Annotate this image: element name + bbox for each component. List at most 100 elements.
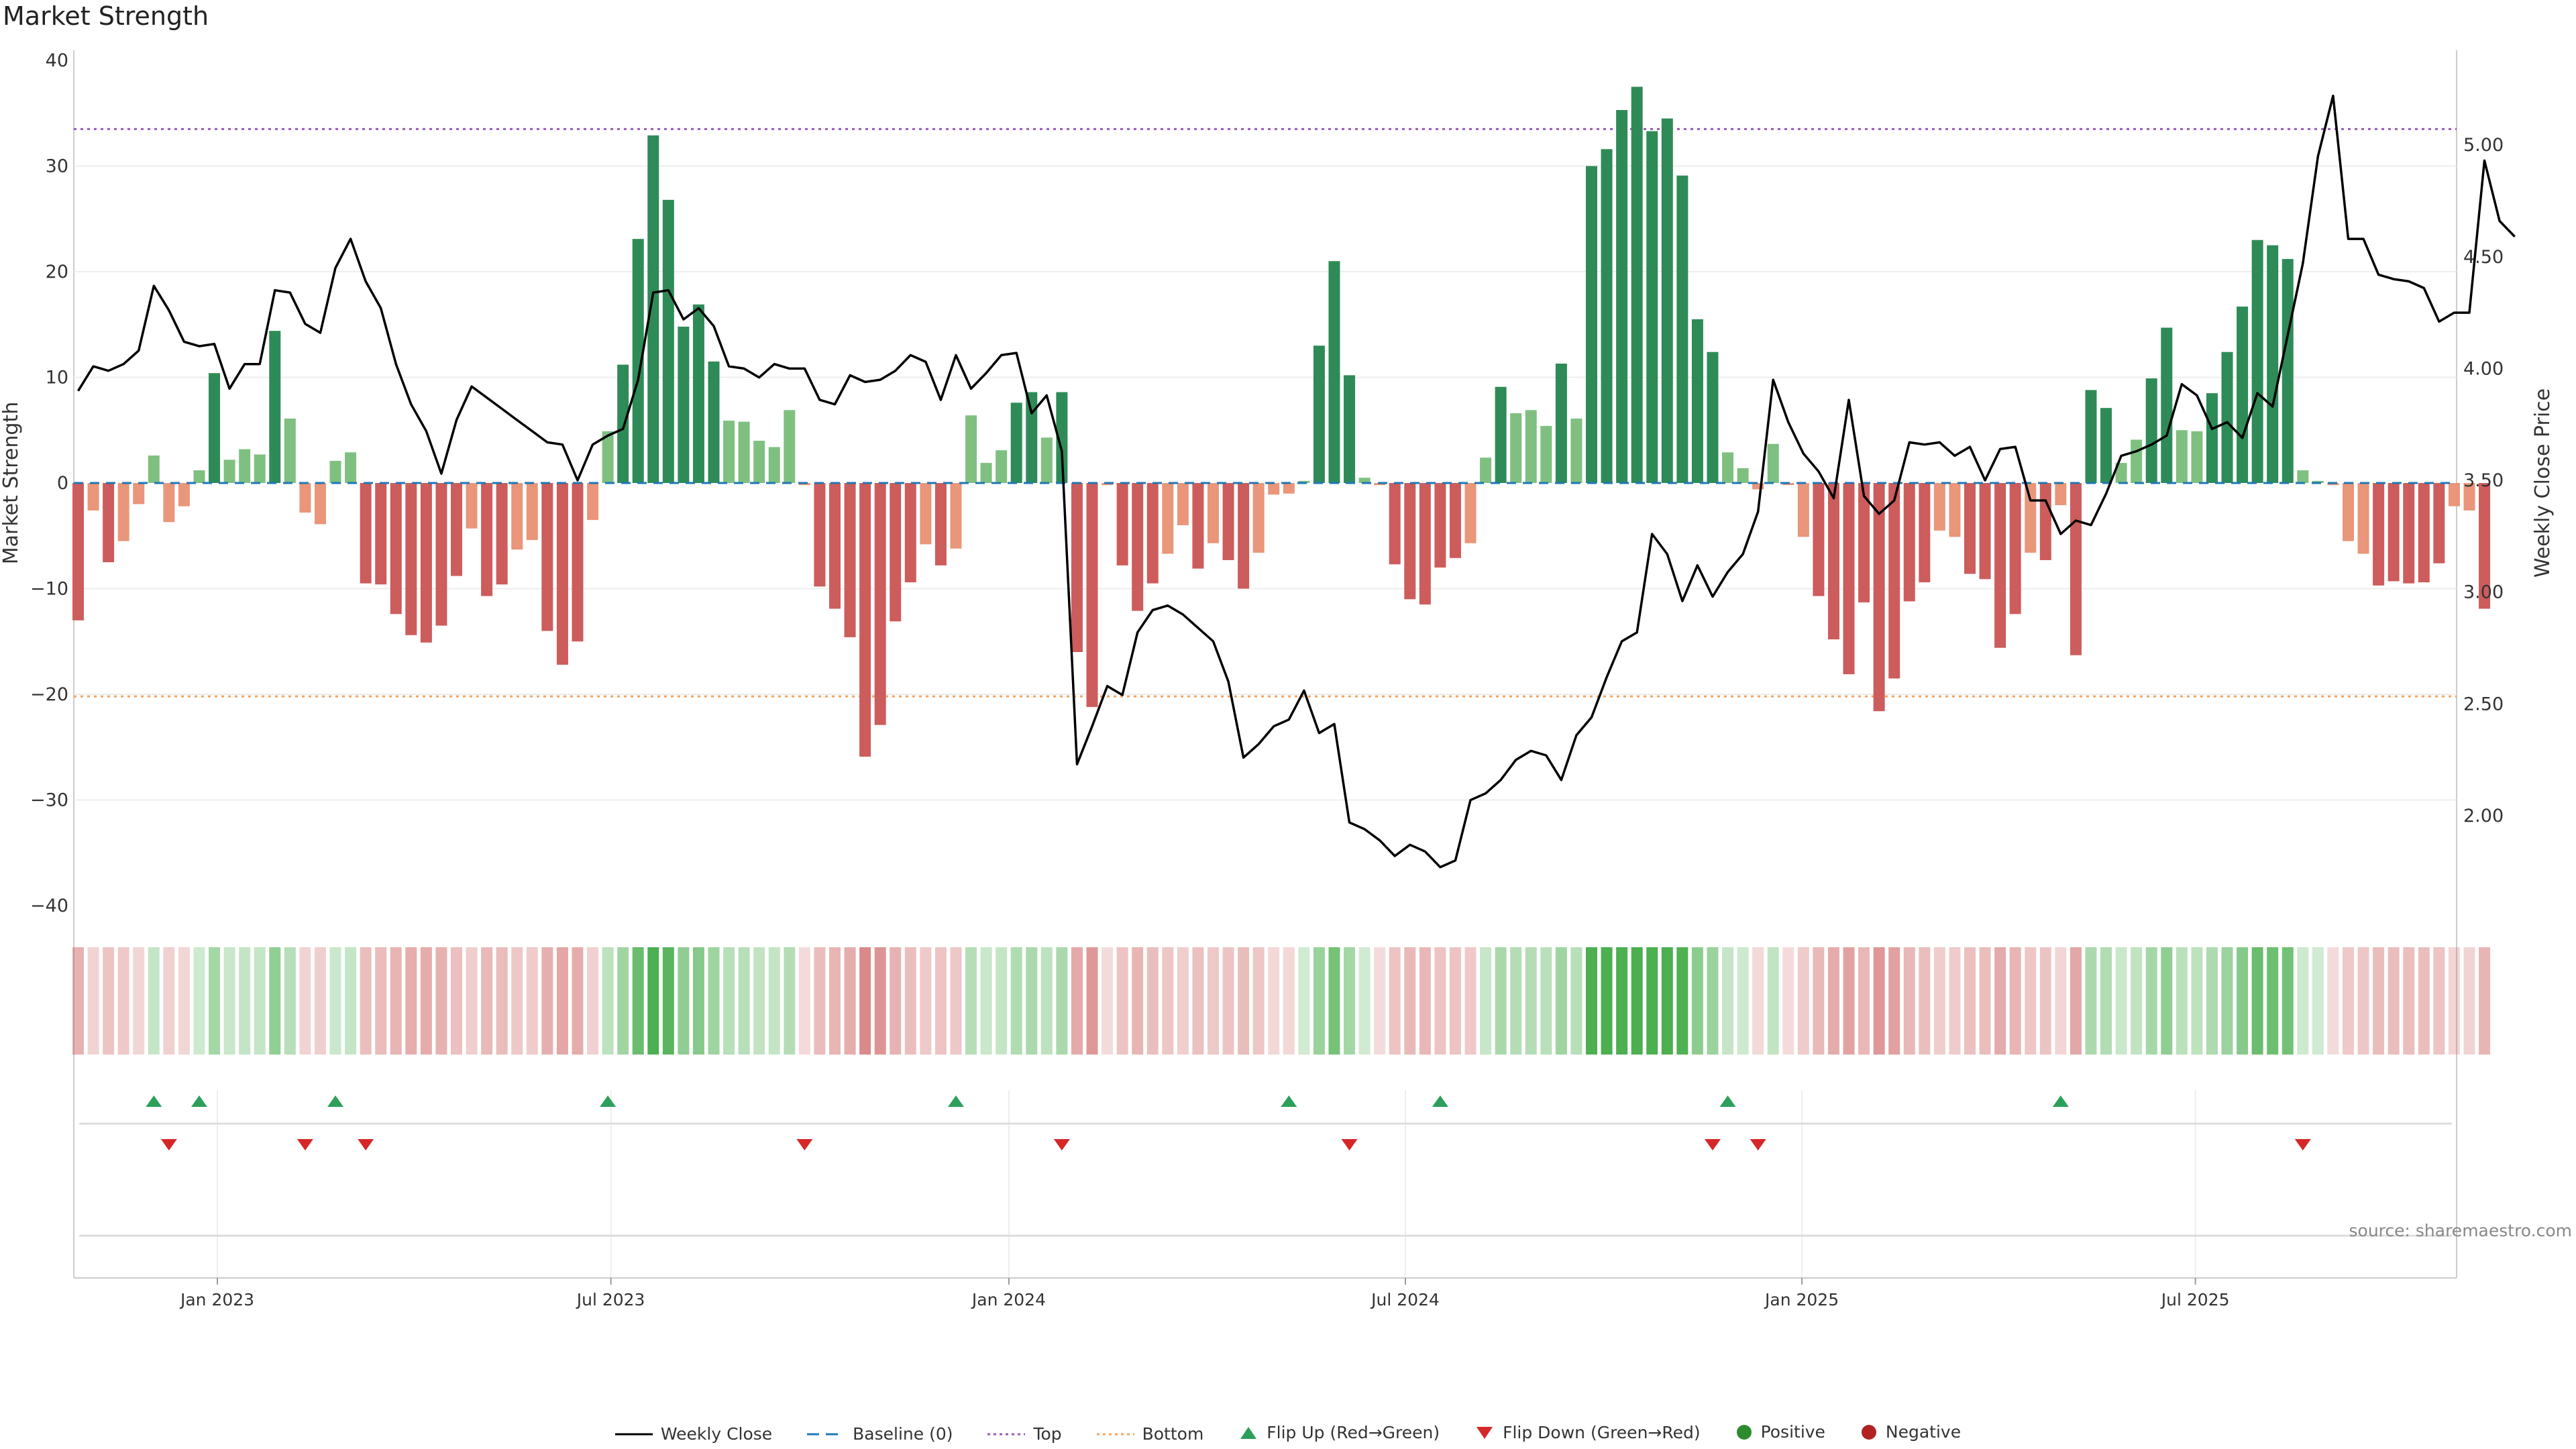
strength-bar — [390, 483, 402, 614]
strength-bar — [1964, 483, 1976, 574]
strength-bar — [920, 483, 932, 545]
heat-cell — [708, 947, 720, 1055]
strength-bar — [587, 483, 599, 521]
heat-cell — [72, 947, 84, 1055]
heat-cell — [1298, 947, 1310, 1055]
strength-bar — [1026, 392, 1038, 483]
heat-cell — [1132, 947, 1144, 1055]
heat-cell — [481, 947, 493, 1055]
heat-cell — [980, 947, 992, 1055]
heat-cell — [1661, 947, 1673, 1055]
strength-bar — [1389, 483, 1401, 565]
heat-cell — [2131, 947, 2143, 1055]
heat-cell — [2176, 947, 2188, 1055]
heat-cell — [1843, 947, 1855, 1055]
strength-bar — [1449, 483, 1461, 558]
heat-cell — [1676, 947, 1688, 1055]
strength-bar — [314, 483, 326, 525]
heat-cell — [1737, 947, 1749, 1055]
y-tick-label: 0 — [57, 473, 68, 494]
strength-bar — [2387, 483, 2400, 582]
strength-bar — [965, 415, 977, 483]
strength-bar — [1631, 87, 1643, 483]
x-tick-label: Jul 2024 — [1370, 1290, 1440, 1309]
heat-cell — [2387, 947, 2400, 1055]
strength-bar — [1056, 392, 1068, 483]
legend-bottom: Bottom — [1096, 1424, 1204, 1444]
strength-bar — [1827, 483, 1839, 640]
dashed-line-swatch-icon — [807, 1433, 845, 1435]
strength-bar — [1283, 483, 1295, 494]
heat-cell — [2418, 947, 2430, 1055]
strength-bar — [1146, 483, 1159, 584]
strength-bar — [1707, 352, 1719, 483]
heat-cell — [1510, 947, 1522, 1055]
y2-tick-label: 4.50 — [2463, 247, 2504, 268]
strength-bar — [2191, 431, 2203, 483]
y-tick-label: −20 — [30, 684, 68, 705]
strength-bar — [1419, 483, 1431, 605]
strength-bar — [980, 463, 992, 483]
strength-bar — [1071, 483, 1083, 652]
flip-up-marker — [600, 1095, 616, 1107]
strength-bar — [2463, 483, 2475, 511]
heat-cell — [2100, 947, 2112, 1055]
heat-cell — [1192, 947, 1204, 1055]
strength-bar — [1464, 483, 1477, 543]
y2-tick-label: 3.00 — [2463, 582, 2504, 603]
strength-bar — [1691, 319, 1703, 483]
heat-cell — [1071, 947, 1083, 1055]
heat-cell — [647, 947, 659, 1055]
strength-bar — [602, 431, 614, 483]
heat-cell — [844, 947, 856, 1055]
heat-cell — [1752, 947, 1764, 1055]
legend-label: Negative — [1885, 1422, 1962, 1442]
legend-label: Bottom — [1142, 1424, 1204, 1444]
heat-cell — [209, 947, 221, 1055]
strength-bar — [1949, 483, 1961, 537]
strength-bar — [1979, 483, 1991, 580]
strength-bar — [2070, 483, 2082, 655]
strength-bar — [2176, 430, 2188, 483]
strength-bar — [2312, 480, 2324, 483]
strength-bar — [662, 199, 674, 483]
strength-bar — [2025, 483, 2037, 553]
heat-cell — [1782, 947, 1794, 1055]
strength-bar — [1404, 483, 1416, 600]
y2-tick-label: 4.00 — [2463, 358, 2504, 379]
strength-bar — [768, 447, 780, 483]
heat-cell — [254, 947, 266, 1055]
strength-bar — [1344, 375, 1356, 483]
legend-flip-up: Flip Up (Red→Green) — [1238, 1423, 1440, 1442]
heat-cell — [2237, 947, 2249, 1055]
strength-bar — [1994, 483, 2006, 648]
heat-cell — [1813, 947, 1825, 1055]
heat-cell — [420, 947, 432, 1055]
strength-bar — [784, 410, 796, 483]
heat-cell — [2448, 947, 2460, 1055]
strength-bar — [1525, 410, 1537, 483]
legend-label: Flip Down (Green→Red) — [1503, 1423, 1701, 1442]
flip-down-marker — [160, 1139, 177, 1150]
strength-bar — [117, 483, 129, 541]
strength-bar — [2085, 390, 2097, 483]
strength-bar — [1238, 483, 1250, 589]
strength-bar — [1132, 483, 1144, 611]
strength-bar — [1601, 149, 1613, 484]
heat-cell — [2479, 947, 2491, 1055]
heat-cell — [1374, 947, 1386, 1055]
strength-bar — [1268, 483, 1280, 495]
strength-bar — [1116, 483, 1128, 566]
strength-bar — [209, 373, 221, 483]
heat-cell — [299, 947, 311, 1055]
heat-cell — [1691, 947, 1703, 1055]
strength-bar — [738, 421, 750, 483]
strength-bar — [798, 483, 810, 486]
heat-cell — [2343, 947, 2354, 1055]
y2-tick-label: 5.00 — [2463, 135, 2504, 156]
heat-cell — [1162, 947, 1174, 1055]
chart-title: Market Strength — [3, 1, 209, 31]
strength-bar — [1676, 175, 1688, 483]
flip-up-marker — [2052, 1095, 2069, 1107]
heat-cell — [1540, 947, 1552, 1055]
